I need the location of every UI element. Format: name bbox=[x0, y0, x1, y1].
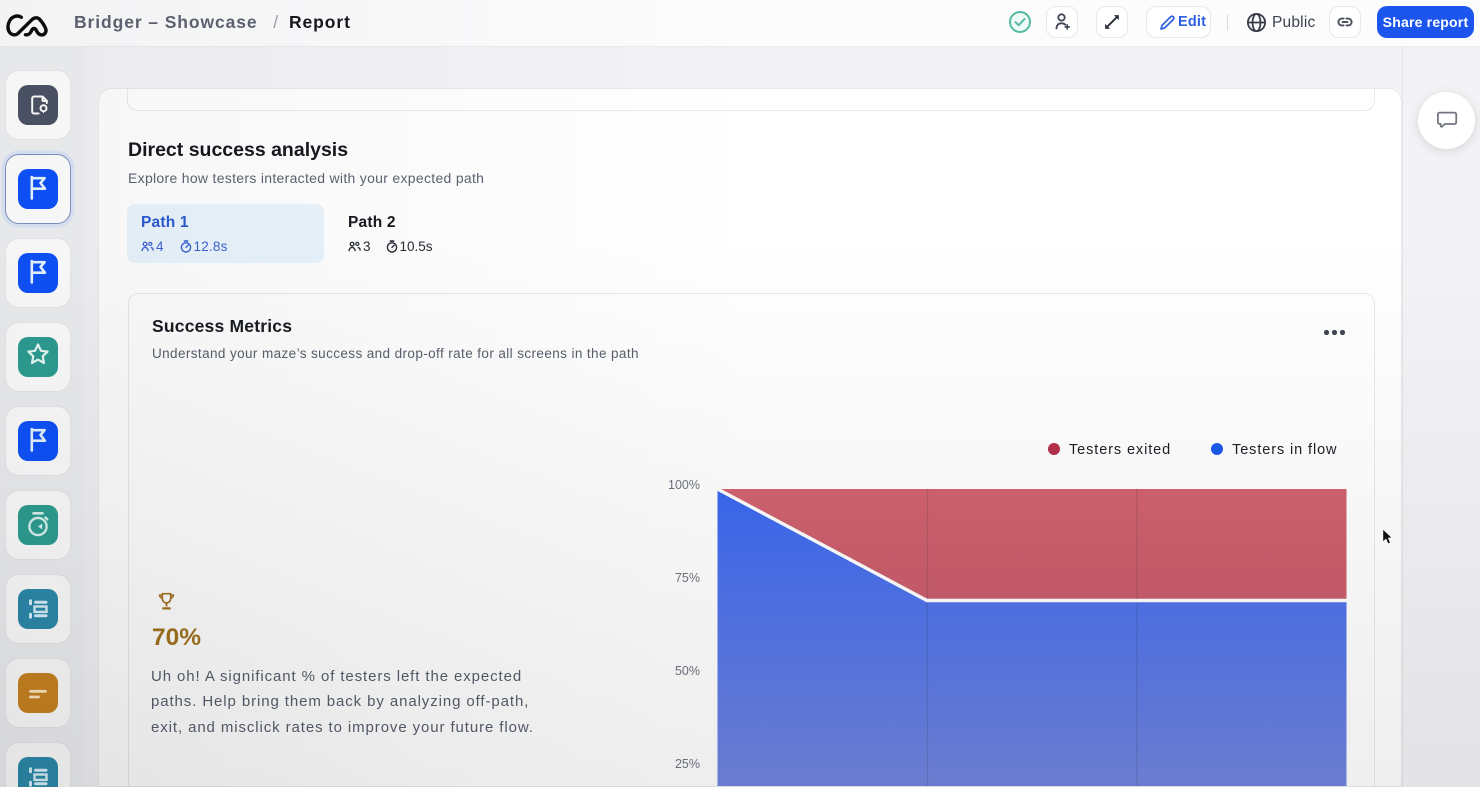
svg-text:100%: 100% bbox=[668, 478, 700, 492]
svg-text:75%: 75% bbox=[675, 571, 700, 585]
svg-text:50%: 50% bbox=[675, 664, 700, 678]
svg-text:25%: 25% bbox=[675, 757, 700, 771]
